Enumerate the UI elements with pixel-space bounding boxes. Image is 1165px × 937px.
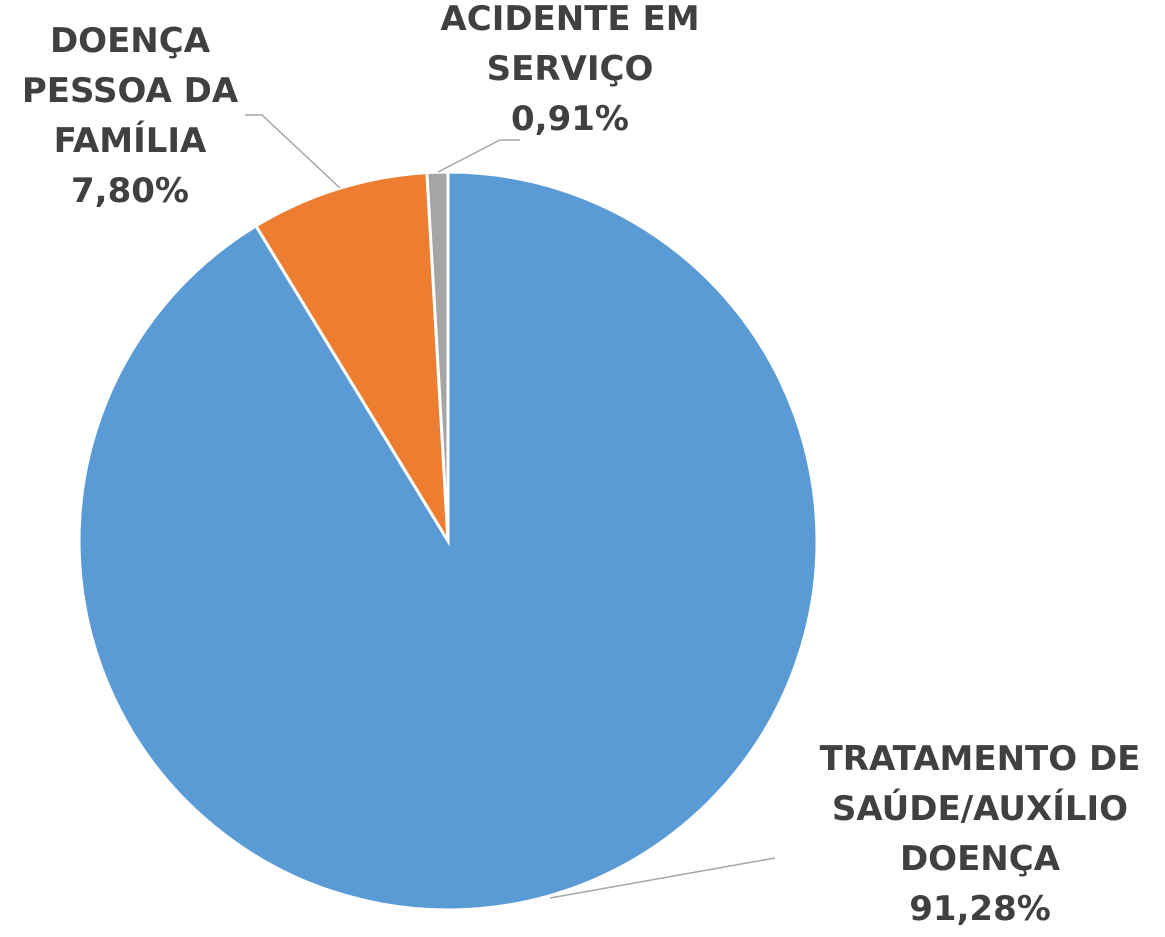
- slice-label: DOENÇA PESSOA DA FAMÍLIA: [22, 21, 239, 161]
- label-line: PESSOA DA: [22, 71, 239, 111]
- label-line: SERVIÇO: [487, 49, 654, 89]
- leader-line: [437, 139, 520, 173]
- label-line: SAÚDE/AUXÍLIO: [832, 788, 1128, 829]
- label-line: TRATAMENTO DE: [820, 739, 1141, 779]
- slice-value-label: 7,80%: [71, 171, 189, 211]
- label-line: ACIDENTE EM: [440, 0, 699, 39]
- label-line: DOENÇA: [50, 21, 211, 61]
- slice-value-label: 0,91%: [511, 99, 629, 139]
- slice-value-label: 91,28%: [909, 889, 1051, 929]
- label-line: FAMÍLIA: [54, 120, 207, 161]
- slice-label: ACIDENTE EM SERVIÇO: [440, 0, 699, 89]
- leader-line: [549, 857, 776, 899]
- slice-label: TRATAMENTO DE SAÚDE/AUXÍLIO DOENÇA: [820, 739, 1141, 879]
- pie-slice: [425, 170, 450, 542]
- leader-line: [245, 114, 341, 189]
- label-line: DOENÇA: [900, 839, 1061, 879]
- pie-slice: [253, 171, 450, 542]
